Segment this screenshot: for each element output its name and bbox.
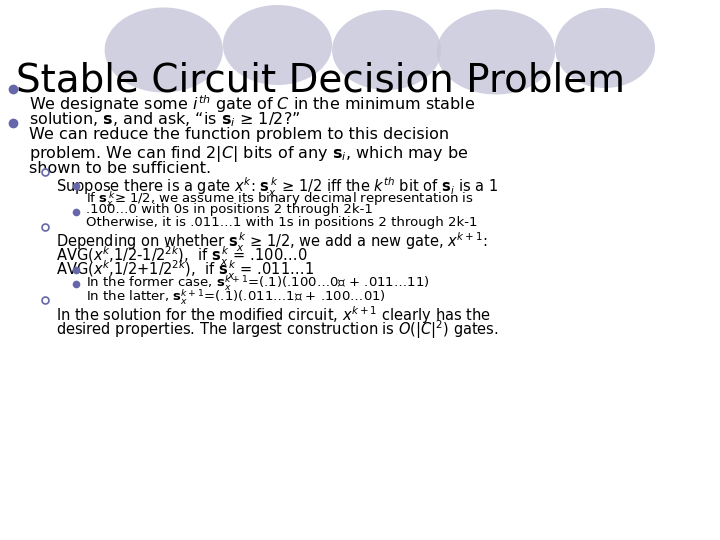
- Text: Otherwise, it is .011…1 with 1s in positions 2 through 2k-1: Otherwise, it is .011…1 with 1s in posit…: [86, 216, 478, 229]
- Text: In the latter, $\mathbf{s}_x^{k+1}$=(.1)(.011…1❓ + .100…01): In the latter, $\mathbf{s}_x^{k+1}$=(.1)…: [86, 288, 387, 307]
- Text: solution, $\mathbf{s}$, and ask, “is $\mathbf{s}_i$ ≥ 1/2?”: solution, $\mathbf{s}$, and ask, “is $\m…: [29, 110, 300, 129]
- Ellipse shape: [555, 8, 655, 88]
- Text: If $\mathbf{s}_x^{\,k}$≥ 1/2, we assume its binary decimal representation is: If $\mathbf{s}_x^{\,k}$≥ 1/2, we assume …: [86, 190, 474, 210]
- Text: In the solution for the modified circuit, $x^{k+1}$ clearly has the: In the solution for the modified circuit…: [56, 304, 491, 326]
- Ellipse shape: [223, 5, 332, 85]
- Text: AVG($x^k$,1/2-1/2$^{2k}$),  if $\mathbf{s}_x^{\,k}$ = .100…0: AVG($x^k$,1/2-1/2$^{2k}$), if $\mathbf{s…: [56, 245, 308, 268]
- Text: problem. We can find 2|$C$| bits of any $\mathbf{s}_i$, which may be: problem. We can find 2|$C$| bits of any …: [29, 144, 469, 164]
- Text: AVG($x^k$,1/2+1/2$^{2k}$),  if $\mathbf{s}_x^{\,k}$ = .011…1: AVG($x^k$,1/2+1/2$^{2k}$), if $\mathbf{s…: [56, 259, 315, 282]
- Text: desired properties. The largest construction is $O(|C|^2)$ gates.: desired properties. The largest construc…: [56, 318, 499, 341]
- Text: .100…0 with 0s in positions 2 through 2k-1: .100…0 with 0s in positions 2 through 2k…: [86, 203, 373, 216]
- Text: We can reduce the function problem to this decision: We can reduce the function problem to th…: [29, 127, 449, 142]
- Text: shown to be sufficient.: shown to be sufficient.: [29, 161, 211, 176]
- Ellipse shape: [104, 8, 223, 92]
- Text: We designate some $i^{th}$ gate of $C$ in the minimum stable: We designate some $i^{th}$ gate of $C$ i…: [29, 93, 475, 114]
- Text: In the former case, $\mathbf{s}_x^{k+1}$=(.1)(.100…0❓ + .011…11): In the former case, $\mathbf{s}_x^{k+1}$…: [86, 274, 430, 293]
- Ellipse shape: [332, 10, 441, 90]
- Text: Stable Circuit Decision Problem: Stable Circuit Decision Problem: [17, 62, 626, 100]
- Text: Suppose there is a gate $x^k$: $\mathbf{s}_x^{\,k}$ ≥ 1/2 iff the $k^{th}$ bit o: Suppose there is a gate $x^k$: $\mathbf{…: [56, 176, 498, 199]
- Ellipse shape: [437, 10, 555, 94]
- Text: Depending on whether $\mathbf{s}_x^{\,k}$ ≥ 1/2, we add a new gate, $x^{k+1}$:: Depending on whether $\mathbf{s}_x^{\,k}…: [56, 231, 488, 254]
